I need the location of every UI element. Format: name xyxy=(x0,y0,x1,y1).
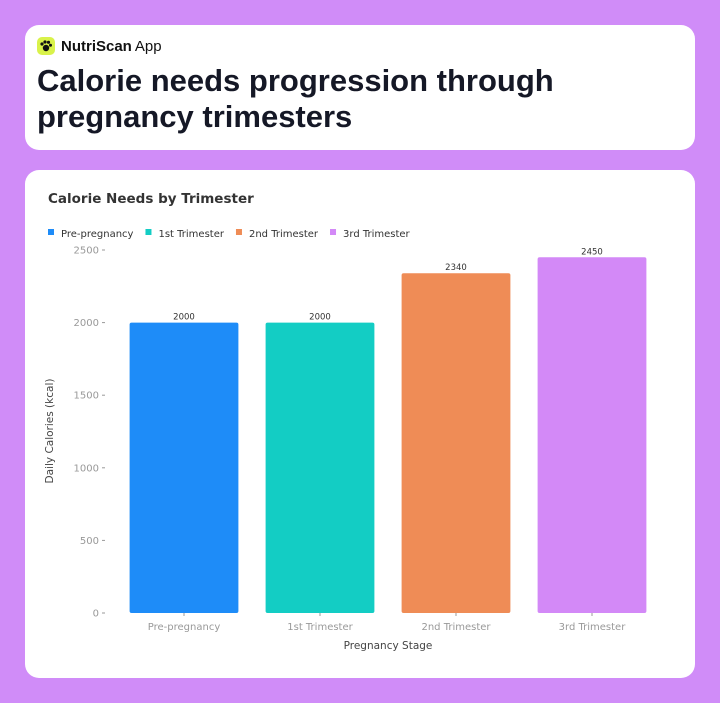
value-label: 2340 xyxy=(445,263,467,273)
page-title: Calorie needs progression through pregna… xyxy=(37,63,554,134)
x-tick-label: Pre-pregnancy xyxy=(148,622,221,633)
legend-swatch xyxy=(235,229,242,235)
x-tick-label: 3rd Trimester xyxy=(559,622,627,633)
bar xyxy=(129,322,239,613)
x-tick-label: 1st Trimester xyxy=(287,622,353,633)
app-name: NutriScan xyxy=(61,37,132,55)
y-tick-label: 1500 xyxy=(74,391,99,402)
logo-icon xyxy=(37,37,55,55)
bar xyxy=(401,273,511,613)
app-suffix: App xyxy=(134,37,162,55)
bar xyxy=(537,257,647,613)
legend-label: 3rd Trimester xyxy=(343,229,411,240)
legend-label: Pre-pregnancy xyxy=(61,229,134,240)
y-tick-label: 1000 xyxy=(74,463,99,474)
y-tick-label: 500 xyxy=(80,536,99,547)
x-tick-label: 2nd Trimester xyxy=(421,622,491,633)
value-label: 2000 xyxy=(309,313,331,323)
y-axis-label: Daily Calories (kcal) xyxy=(44,379,56,484)
x-axis-label: Pregnancy Stage xyxy=(344,640,433,652)
legend-swatch xyxy=(330,229,337,235)
chart: Calorie Needs by Trimester Pregnancy Sta… xyxy=(44,191,647,652)
value-label: 2450 xyxy=(581,247,603,257)
brand: NutriScan App xyxy=(37,37,162,55)
value-label: 2000 xyxy=(173,313,195,323)
legend-swatch xyxy=(48,229,54,235)
header-card: NutriScan App Calorie needs progression … xyxy=(25,25,695,150)
y-tick-label: 0 xyxy=(93,609,99,620)
bar xyxy=(265,322,375,613)
y-tick-label: 2000 xyxy=(74,318,99,329)
legend-label: 2nd Trimester xyxy=(249,229,319,240)
chart-card: Calorie Needs by Trimester Pregnancy Sta… xyxy=(25,170,695,678)
legend-label: 1st Trimester xyxy=(158,229,224,240)
chart-title: Calorie Needs by Trimester xyxy=(48,191,254,207)
y-tick-label: 2500 xyxy=(74,246,99,257)
legend-swatch xyxy=(145,229,152,235)
